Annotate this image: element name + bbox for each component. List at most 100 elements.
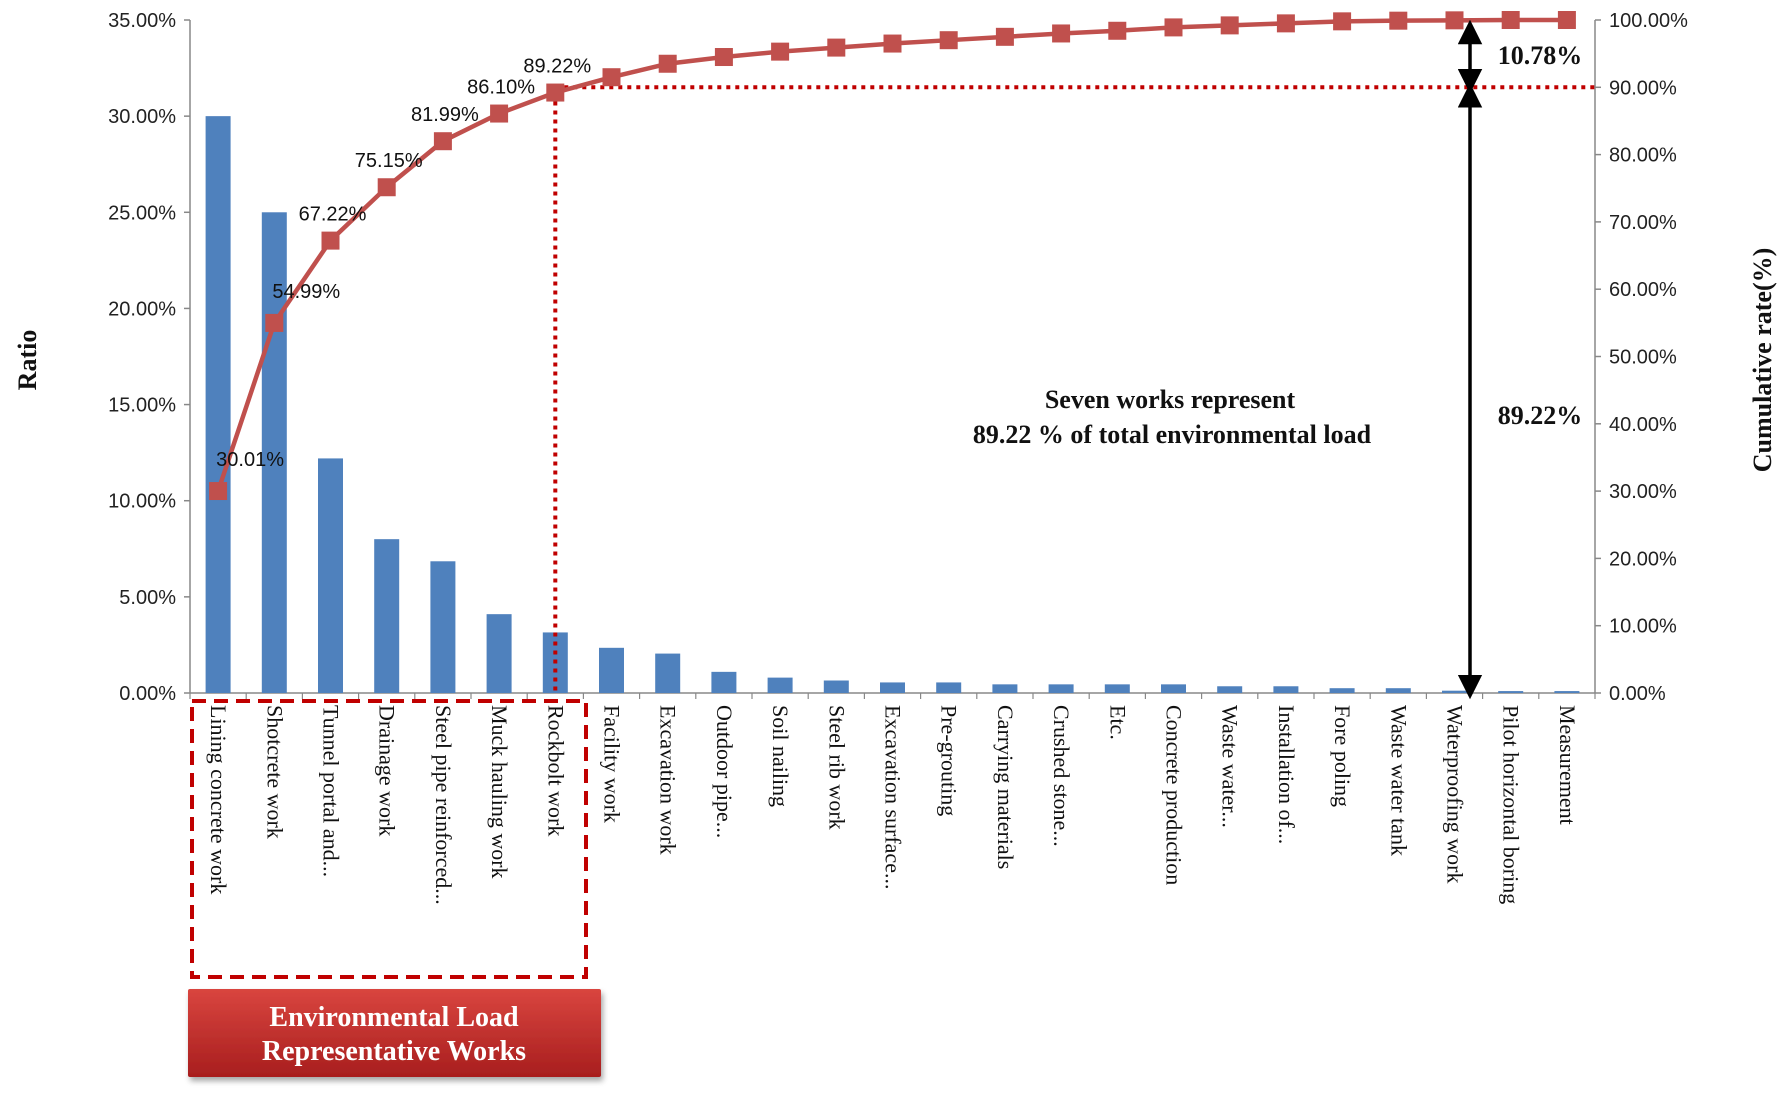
right-tick-label: 20.00% xyxy=(1609,548,1677,570)
bar-series xyxy=(205,116,1580,694)
category-label: Facility work xyxy=(600,705,625,823)
cumulative-marker xyxy=(1052,24,1071,43)
bar xyxy=(823,680,849,693)
cumulative-marker xyxy=(1389,11,1408,30)
category-label: Concrete production xyxy=(1162,705,1187,885)
cumulative-marker xyxy=(658,54,677,73)
category-label: Pilot horizontal boring xyxy=(1499,705,1524,904)
cumulative-data-label: 67.22% xyxy=(299,204,367,226)
category-label: Waterproofing work xyxy=(1443,705,1468,883)
category-label: Muck hauling work xyxy=(487,705,512,879)
right-tick-label: 10.00% xyxy=(1609,616,1677,638)
cumulative-marker xyxy=(1108,21,1127,40)
bar xyxy=(1217,686,1243,693)
left-tick-label: 30.00% xyxy=(108,106,176,128)
cumulative-marker xyxy=(546,83,565,102)
category-label: Outdoor pipe... xyxy=(712,705,737,838)
category-label: Installation of... xyxy=(1274,705,1299,844)
category-label: Soil nailing xyxy=(768,705,793,807)
cumulative-marker xyxy=(1557,11,1576,29)
bar xyxy=(374,539,400,693)
left-tick-label: 25.00% xyxy=(108,202,176,224)
bar xyxy=(880,682,905,693)
cumulative-marker xyxy=(1164,18,1183,37)
bar xyxy=(711,671,737,693)
category-label: Rockbolt work xyxy=(543,705,568,836)
bar xyxy=(1498,691,1524,693)
category-label: Excavation work xyxy=(656,705,681,855)
cumulative-marker xyxy=(827,38,846,57)
representative-works-box xyxy=(188,989,601,1077)
cumulative-marker xyxy=(265,313,284,332)
bar xyxy=(430,561,456,693)
cumulative-marker xyxy=(1501,11,1520,29)
box-label-line-1: Environmental Load xyxy=(269,1002,519,1033)
cumulative-marker xyxy=(1276,14,1295,33)
upper-arrow-label: 10.78% xyxy=(1498,41,1583,70)
bar xyxy=(486,614,512,693)
cumulative-line-series xyxy=(209,11,1576,501)
cumulative-marker xyxy=(995,27,1014,46)
bar xyxy=(261,212,287,694)
right-tick-label: 80.00% xyxy=(1609,145,1677,167)
annotation-line-1: Seven works represent xyxy=(1045,385,1296,414)
cumulative-data-labels: 30.01% 54.99% 67.22% 75.15% 81.99% 86.10%89.2… xyxy=(216,56,591,471)
left-axis-title: Ratio xyxy=(13,330,42,391)
bar xyxy=(1385,688,1411,693)
cumulative-marker xyxy=(714,48,733,67)
box-label-line-2: Representative Works xyxy=(262,1036,526,1067)
cumulative-marker xyxy=(1445,11,1464,30)
cumulative-data-label: 54.99% xyxy=(272,281,340,303)
right-axis-title: Cumulative rate(%) xyxy=(1748,248,1777,473)
category-label: Excavation surface... xyxy=(881,705,906,889)
right-tick-label: 0.00% xyxy=(1609,683,1666,705)
cumulative-data-label: 89.22% xyxy=(523,56,591,78)
cumulative-marker xyxy=(321,231,340,250)
left-axis-ticks: 0.00% 5.00% 10.00% 15.00% 20.00% 25.00% 30.00%… xyxy=(108,10,190,705)
bar xyxy=(1048,684,1074,693)
cumulative-data-label: 30.01% xyxy=(216,449,284,471)
bar xyxy=(655,653,681,693)
category-label: Carrying materials xyxy=(993,705,1018,869)
cumulative-marker xyxy=(1220,16,1239,35)
bar xyxy=(1442,690,1467,693)
category-label: Steel rib work xyxy=(824,705,849,830)
representative-works-bracket xyxy=(190,699,588,979)
bar xyxy=(205,116,231,693)
cumulative-data-label: 86.10% xyxy=(467,77,535,99)
cumulative-marker xyxy=(490,104,509,123)
category-label: Waste water... xyxy=(1218,705,1243,828)
cumulative-marker xyxy=(602,68,621,87)
right-tick-label: 40.00% xyxy=(1609,414,1677,436)
category-label: Shotcrete work xyxy=(262,705,287,839)
right-tick-label: 50.00% xyxy=(1609,347,1677,369)
bar xyxy=(318,458,343,693)
category-label: Measurement xyxy=(1555,705,1580,825)
bar xyxy=(599,647,624,693)
left-tick-label: 35.00% xyxy=(108,10,176,32)
cumulative-data-label: 75.15% xyxy=(355,150,423,172)
cumulative-marker xyxy=(433,132,452,151)
left-tick-label: 20.00% xyxy=(108,298,176,320)
threshold-guides xyxy=(553,85,1595,693)
category-label: Waste water tank xyxy=(1386,705,1411,856)
left-tick-label: 5.00% xyxy=(119,587,176,609)
cumulative-marker xyxy=(1333,12,1352,31)
category-label: Fore poling xyxy=(1330,705,1355,807)
axes xyxy=(189,20,1596,694)
cumulative-marker xyxy=(771,42,790,61)
category-label: Pre-grouting xyxy=(937,705,962,816)
right-tick-label: 60.00% xyxy=(1609,279,1677,301)
cumulative-data-label: 81.99% xyxy=(411,104,479,126)
left-tick-label: 15.00% xyxy=(108,395,176,417)
category-labels: Lining concrete work Shotcrete work Tunnel… xyxy=(189,693,1596,905)
bar xyxy=(767,677,793,693)
cumulative-marker xyxy=(939,31,958,50)
left-tick-label: 0.00% xyxy=(119,683,176,705)
category-label: Etc. xyxy=(1105,705,1130,740)
category-label: Crushed stone... xyxy=(1049,705,1074,847)
cumulative-marker xyxy=(377,178,396,197)
cumulative-marker xyxy=(883,34,902,53)
annotation-line-2: 89.22 % of total environmental load xyxy=(973,420,1372,449)
